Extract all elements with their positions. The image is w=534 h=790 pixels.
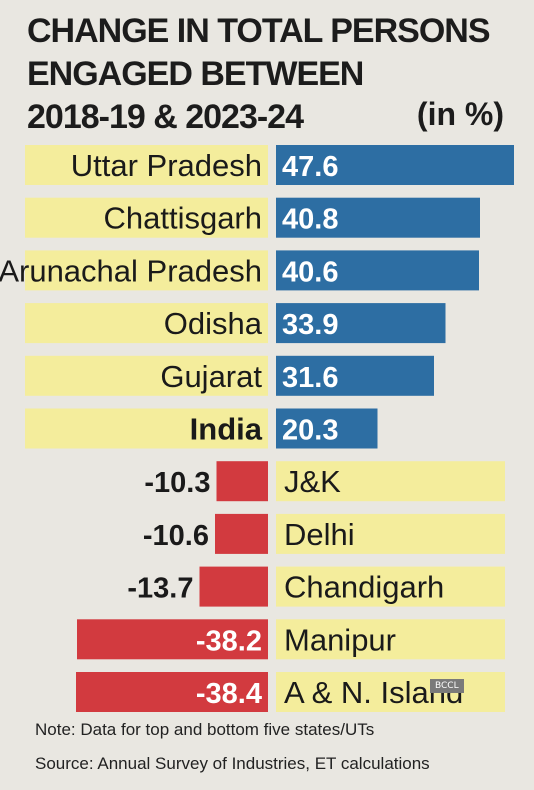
- bar: [216, 461, 268, 502]
- label-band: [276, 619, 505, 660]
- category-label: India: [190, 412, 263, 447]
- bar: [276, 355, 434, 396]
- bar: [76, 672, 268, 712]
- title-line-1: CHANGE IN TOTAL PERSONS: [27, 12, 491, 50]
- label-band: [25, 197, 268, 238]
- bar: [77, 619, 268, 660]
- chart-title: CHANGE IN TOTAL PERSONS ENGAGED BETWEEN …: [27, 10, 507, 139]
- value-label: -10.3: [144, 467, 210, 499]
- value-label: 20.3: [282, 415, 338, 447]
- value-label: -38.2: [196, 625, 262, 657]
- label-band: [276, 672, 505, 712]
- value-label: 33.9: [282, 309, 338, 341]
- title-line-2: ENGAGED BETWEEN: [27, 55, 364, 93]
- bar: [199, 566, 268, 607]
- category-label: Chandigarh: [284, 570, 444, 605]
- bar: [276, 197, 480, 238]
- label-band: [276, 461, 505, 502]
- label-band: [25, 408, 268, 449]
- value-label: 40.6: [282, 256, 338, 288]
- category-label: Delhi: [284, 517, 355, 552]
- label-band: [25, 303, 268, 344]
- watermark: BCCL: [430, 679, 464, 693]
- category-label: Arunachal Pradesh: [0, 253, 262, 288]
- bar: [276, 303, 446, 344]
- bar: [276, 145, 514, 185]
- category-label: Gujarat: [160, 359, 262, 394]
- category-label: J&K: [284, 464, 341, 499]
- note-text: Note: Data for top and bottom five state…: [35, 720, 375, 739]
- category-label: Odisha: [164, 306, 263, 341]
- category-label: Uttar Pradesh: [71, 148, 262, 183]
- label-band: [25, 145, 268, 185]
- value-label: 47.6: [282, 151, 338, 183]
- label-band: [25, 355, 268, 396]
- category-label: Chattisgarh: [103, 201, 262, 236]
- label-band: [25, 250, 268, 291]
- bar: [215, 513, 268, 554]
- label-band: [276, 566, 505, 607]
- title-line-3: 2018-19 & 2023-24: [27, 98, 304, 136]
- source-text: Source: Annual Survey of Industries, ET …: [35, 754, 430, 773]
- label-band: [276, 513, 505, 554]
- value-label: -10.6: [143, 520, 209, 552]
- unit-label: (in %): [416, 96, 504, 132]
- value-label: 31.6: [282, 362, 338, 394]
- category-label: Manipur: [284, 622, 396, 657]
- value-label: 40.8: [282, 204, 338, 236]
- bar: [276, 250, 479, 291]
- bar: [276, 408, 378, 449]
- value-label: -38.4: [196, 678, 262, 710]
- value-label: -13.7: [127, 573, 193, 605]
